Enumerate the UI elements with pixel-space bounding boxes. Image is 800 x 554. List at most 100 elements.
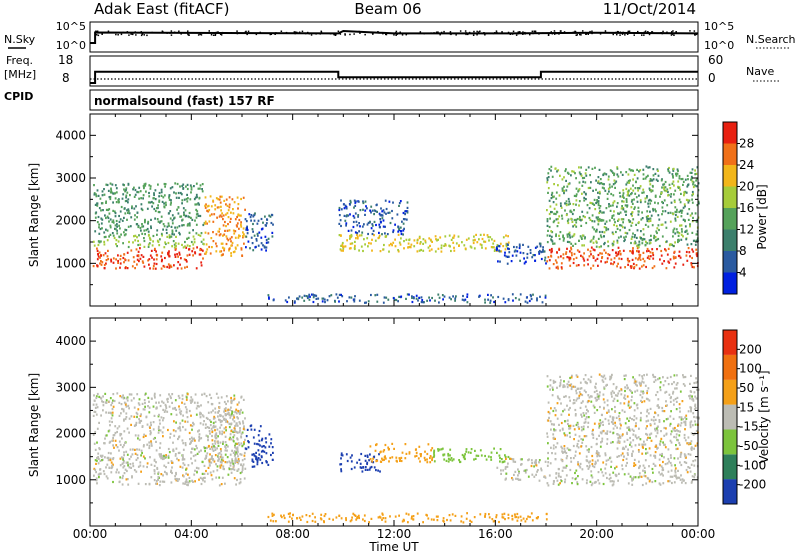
power-cell (548, 168, 551, 171)
velocity-cell (243, 457, 246, 461)
velocity-cell (593, 465, 596, 469)
velocity-cell (157, 415, 160, 418)
velocity-cell (169, 436, 171, 439)
velocity-cell (502, 469, 505, 472)
power-cell (661, 235, 664, 238)
power-cell (137, 225, 140, 229)
power-cell (622, 218, 625, 221)
power-cell (240, 214, 242, 217)
velocity-cell (571, 482, 573, 485)
nsky-point (616, 30, 619, 33)
velocity-cell (657, 398, 660, 401)
power-cell (609, 204, 612, 207)
velocity-cell (150, 442, 153, 445)
power-cell (97, 240, 100, 243)
power-cell (100, 240, 102, 243)
power-cell (156, 239, 159, 242)
power-cell (567, 203, 570, 206)
power-cell (153, 262, 156, 265)
power-cell (391, 209, 393, 213)
power-cell (400, 295, 403, 298)
power-cell (150, 225, 152, 228)
power-cell (98, 226, 100, 229)
velocity-cell (256, 463, 259, 466)
velocity-cell (671, 475, 674, 478)
nsky-point (423, 32, 425, 35)
power-cell (384, 199, 387, 202)
power-cell (142, 225, 145, 228)
nsky-point (467, 33, 469, 36)
velocity-cell (234, 446, 236, 449)
velocity-cell (644, 459, 647, 462)
power-cell (136, 254, 139, 257)
power-cell (257, 244, 260, 247)
power-cell (665, 249, 667, 252)
velocity-cell (664, 463, 667, 466)
velocity-cell (676, 374, 678, 377)
velocity-cell (128, 417, 131, 420)
power-cell (546, 209, 548, 212)
velocity-cell (240, 442, 243, 445)
nsky-point (485, 32, 487, 35)
nsky-point (672, 30, 674, 32)
power-cell (622, 192, 625, 195)
power-cell (114, 215, 117, 218)
power-cell (557, 267, 559, 270)
velocity-cell (126, 399, 129, 402)
power-cell (608, 205, 610, 208)
power-cell (663, 199, 666, 202)
power-cell (585, 198, 587, 201)
power-cell (95, 195, 98, 198)
velocity-cell (196, 404, 199, 407)
velocity-cell (208, 460, 211, 463)
power-cell (122, 193, 125, 196)
velocity-cell (146, 465, 148, 469)
power-cell (163, 194, 166, 197)
velocity-cell (111, 408, 114, 411)
velocity-cell (224, 461, 227, 464)
power-cell (240, 197, 242, 201)
power-cell (513, 250, 516, 253)
power-cell (580, 236, 583, 239)
velocity-cell (560, 445, 563, 448)
power-cell (581, 177, 584, 180)
power-cell (544, 294, 547, 297)
velocity-cell (562, 385, 565, 389)
power-cell (236, 215, 238, 219)
power-cell (637, 258, 639, 261)
power-cell (394, 238, 396, 241)
velocity-cell (652, 373, 654, 376)
power-cell (220, 242, 223, 245)
power-cell (674, 189, 677, 192)
velocity-cell (675, 447, 678, 451)
power-cell (597, 196, 600, 199)
velocity-cell (680, 474, 682, 477)
velocity-cell (227, 445, 229, 448)
power-cell (265, 238, 268, 242)
power-cell (305, 295, 308, 298)
power-cell (234, 230, 237, 233)
power-cell (168, 255, 171, 258)
velocity-cell (618, 390, 621, 393)
power-cell (635, 223, 637, 226)
power-cell (353, 247, 356, 251)
velocity-cell (258, 453, 261, 456)
velocity-cell (119, 464, 122, 467)
velocity-cell (172, 441, 174, 444)
velocity-cell (677, 457, 679, 460)
power-cell (665, 240, 668, 243)
nsky-point (298, 31, 301, 33)
velocity-cell (589, 379, 592, 382)
power-cell (108, 196, 111, 199)
nave-tick-top: 60 (708, 53, 723, 67)
velocity-cell (611, 480, 614, 483)
power-cell (338, 206, 341, 210)
velocity-cell (212, 470, 215, 473)
power-cell (139, 226, 142, 230)
velocity-cell (177, 427, 180, 430)
velocity-cell (220, 396, 223, 399)
power-cell (647, 255, 650, 258)
power-cell (681, 209, 684, 212)
power-cell (431, 296, 433, 300)
power-cell (568, 259, 571, 262)
